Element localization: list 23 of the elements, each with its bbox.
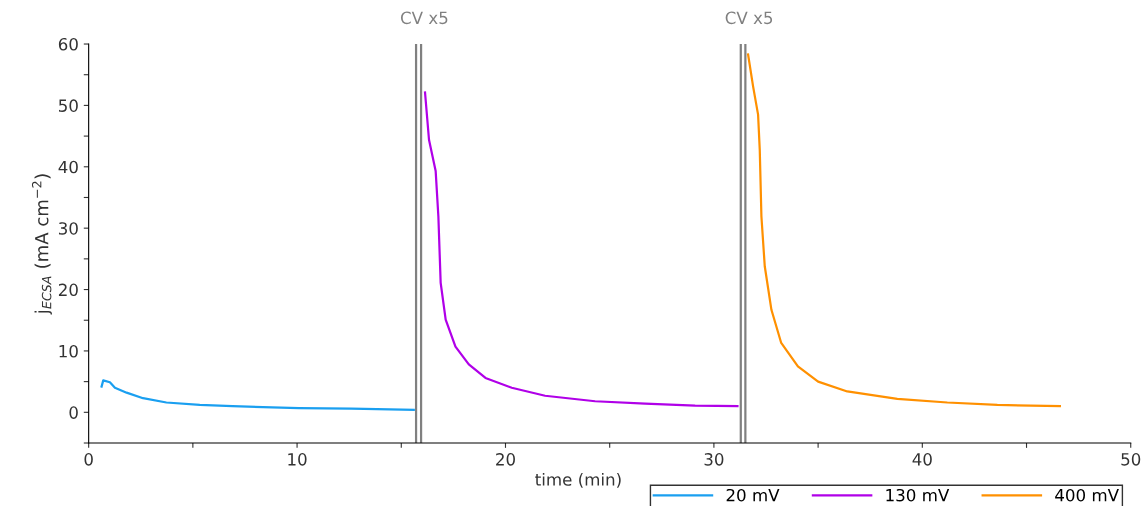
- y-axis-title: j$_{ECSA}$ (mA cm$^{−2}$): [31, 174, 52, 315]
- x-tick-label: 50: [1121, 453, 1141, 466]
- ref-line-label: CV x5: [725, 11, 773, 25]
- line-series: [746, 53, 1061, 408]
- y-tick-label: 0: [69, 406, 78, 419]
- x-tick-label: 0: [84, 453, 93, 466]
- ref-line-label: CV x5: [400, 11, 448, 25]
- line-series: [423, 91, 739, 408]
- y-tick-label: 30: [59, 222, 78, 235]
- y-tick-label: 10: [59, 344, 78, 358]
- y-tick-label: 50: [59, 99, 78, 112]
- x-tick-label: 20: [496, 453, 515, 466]
- y-tick-label: 40: [58, 160, 78, 174]
- legend-label: 130 mV: [886, 488, 950, 502]
- y-tick-label: 20: [58, 283, 78, 297]
- x-tick-label: 30: [704, 453, 724, 466]
- legend-label: 400 mV: [1055, 488, 1119, 502]
- y-tick-label: 60: [58, 37, 78, 51]
- legend-label: 20 mV: [726, 488, 780, 502]
- x-tick-label: 10: [288, 453, 307, 466]
- x-axis-title: time (min): [535, 472, 621, 488]
- x-tick-label: 40: [912, 453, 932, 466]
- line-series: [100, 379, 415, 411]
